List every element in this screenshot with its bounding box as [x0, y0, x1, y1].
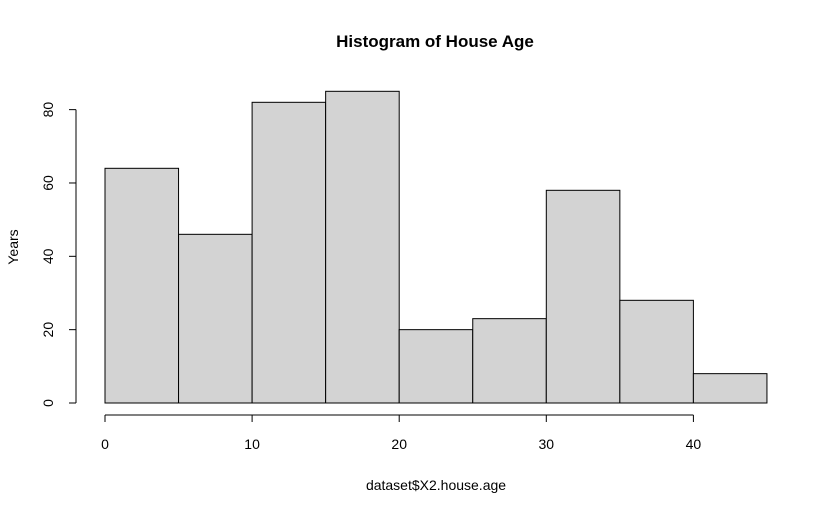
y-tick-label-2: 40 — [40, 248, 56, 264]
histogram-bar-0 — [104, 167, 180, 404]
histogram-bar-7 — [619, 299, 694, 404]
x-axis-label: dataset$X2.house.age — [366, 477, 506, 493]
x-tick-label-3: 30 — [539, 436, 555, 452]
chart-title: Histogram of House Age — [336, 32, 534, 51]
y-tick-label-1: 20 — [40, 322, 56, 338]
histogram-bar-2 — [251, 101, 327, 404]
bars-group — [104, 90, 768, 404]
y-axis: 0 20 40 60 80 — [40, 102, 77, 407]
x-tick-label-4: 40 — [686, 436, 702, 452]
x-tick-label-2: 20 — [391, 436, 407, 452]
histogram-bar-5 — [472, 318, 547, 404]
histogram-bar-4 — [398, 329, 474, 404]
y-tick-label-0: 0 — [40, 399, 56, 407]
y-tick-label-3: 60 — [40, 175, 56, 191]
x-axis: 0 10 20 30 40 — [101, 414, 702, 452]
x-tick-label-0: 0 — [101, 436, 109, 452]
histogram-bar-1 — [178, 233, 253, 404]
histogram-bar-6 — [545, 189, 621, 404]
y-tick-label-4: 80 — [40, 102, 56, 118]
histogram-bar-8 — [692, 373, 768, 404]
histogram-bar-3 — [325, 90, 400, 404]
y-axis-label: Years — [5, 229, 21, 264]
x-tick-label-1: 10 — [244, 436, 260, 452]
